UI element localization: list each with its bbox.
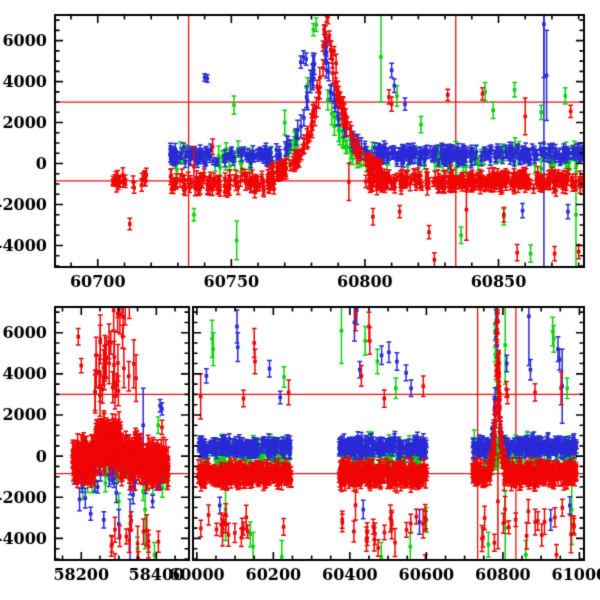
light-curve-figure bbox=[0, 0, 600, 600]
plot-canvas bbox=[0, 0, 600, 600]
